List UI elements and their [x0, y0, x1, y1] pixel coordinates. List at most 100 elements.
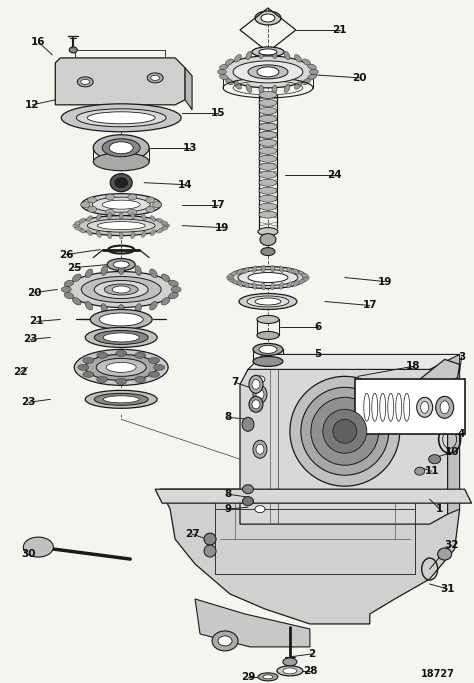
Text: 21: 21	[29, 316, 44, 326]
Text: 20: 20	[27, 288, 42, 298]
Ellipse shape	[233, 61, 303, 83]
Ellipse shape	[87, 112, 155, 124]
Ellipse shape	[246, 51, 252, 59]
Ellipse shape	[308, 64, 316, 70]
Ellipse shape	[81, 79, 90, 85]
Text: 31: 31	[440, 584, 455, 594]
Ellipse shape	[135, 266, 141, 275]
Ellipse shape	[102, 200, 140, 209]
Ellipse shape	[279, 266, 283, 273]
Ellipse shape	[259, 50, 264, 59]
Ellipse shape	[302, 275, 310, 279]
Ellipse shape	[279, 283, 283, 290]
Ellipse shape	[148, 357, 160, 363]
Polygon shape	[419, 359, 460, 394]
Ellipse shape	[90, 309, 152, 329]
Ellipse shape	[272, 85, 277, 94]
Ellipse shape	[161, 221, 168, 225]
Ellipse shape	[290, 376, 400, 486]
Ellipse shape	[421, 402, 428, 413]
Ellipse shape	[76, 109, 166, 127]
Ellipse shape	[228, 277, 235, 282]
Ellipse shape	[104, 284, 138, 295]
Ellipse shape	[135, 352, 146, 359]
Ellipse shape	[310, 70, 319, 74]
Text: 22: 22	[13, 367, 27, 378]
Ellipse shape	[255, 505, 265, 513]
Ellipse shape	[283, 668, 297, 674]
Text: 3: 3	[458, 352, 465, 363]
Ellipse shape	[308, 74, 316, 80]
Polygon shape	[55, 58, 185, 104]
Ellipse shape	[252, 379, 260, 389]
Ellipse shape	[261, 14, 275, 22]
Ellipse shape	[128, 209, 137, 215]
Ellipse shape	[77, 216, 165, 236]
Ellipse shape	[212, 631, 238, 651]
Ellipse shape	[94, 331, 148, 344]
Text: 11: 11	[424, 466, 439, 476]
Ellipse shape	[259, 99, 277, 107]
Ellipse shape	[88, 206, 97, 212]
Text: 8: 8	[224, 489, 232, 499]
Ellipse shape	[301, 277, 308, 282]
Ellipse shape	[259, 163, 277, 170]
Ellipse shape	[438, 548, 452, 560]
Ellipse shape	[83, 357, 94, 363]
Ellipse shape	[157, 218, 163, 223]
Ellipse shape	[135, 304, 141, 313]
Ellipse shape	[243, 485, 254, 494]
Ellipse shape	[249, 396, 263, 413]
Ellipse shape	[118, 264, 124, 275]
Text: 9: 9	[225, 504, 232, 514]
Ellipse shape	[112, 286, 130, 293]
Ellipse shape	[146, 197, 155, 203]
Ellipse shape	[171, 286, 181, 292]
Ellipse shape	[301, 273, 308, 277]
Ellipse shape	[227, 275, 234, 279]
Ellipse shape	[150, 230, 156, 236]
Ellipse shape	[259, 139, 277, 146]
Ellipse shape	[271, 283, 274, 290]
Ellipse shape	[169, 292, 178, 299]
Ellipse shape	[87, 219, 155, 232]
Ellipse shape	[77, 77, 93, 87]
Ellipse shape	[204, 533, 216, 545]
Ellipse shape	[131, 212, 135, 219]
Ellipse shape	[261, 265, 265, 272]
Ellipse shape	[417, 398, 433, 417]
Ellipse shape	[259, 179, 277, 186]
Ellipse shape	[119, 212, 123, 219]
Ellipse shape	[259, 85, 264, 94]
Ellipse shape	[74, 350, 168, 385]
Text: 23: 23	[23, 335, 37, 344]
Ellipse shape	[106, 363, 136, 372]
Text: 14: 14	[178, 180, 192, 190]
Ellipse shape	[85, 354, 157, 380]
Ellipse shape	[238, 270, 298, 285]
Text: 5: 5	[314, 350, 321, 359]
Ellipse shape	[81, 194, 161, 216]
Ellipse shape	[64, 280, 74, 287]
Ellipse shape	[298, 271, 305, 276]
Ellipse shape	[92, 197, 150, 212]
Ellipse shape	[101, 304, 108, 313]
Ellipse shape	[415, 467, 425, 475]
Text: 15: 15	[211, 108, 225, 117]
Ellipse shape	[85, 327, 157, 348]
Ellipse shape	[119, 232, 123, 239]
Ellipse shape	[113, 261, 129, 268]
Ellipse shape	[255, 376, 265, 383]
Ellipse shape	[97, 221, 145, 229]
Ellipse shape	[97, 352, 108, 359]
Ellipse shape	[128, 194, 137, 200]
Bar	[355, 379, 465, 434]
Ellipse shape	[146, 206, 155, 212]
Ellipse shape	[219, 74, 228, 80]
Ellipse shape	[103, 396, 139, 403]
Text: 12: 12	[25, 100, 40, 110]
Text: 30: 30	[21, 549, 36, 559]
Ellipse shape	[96, 214, 101, 220]
Ellipse shape	[258, 227, 278, 236]
Ellipse shape	[258, 673, 278, 681]
